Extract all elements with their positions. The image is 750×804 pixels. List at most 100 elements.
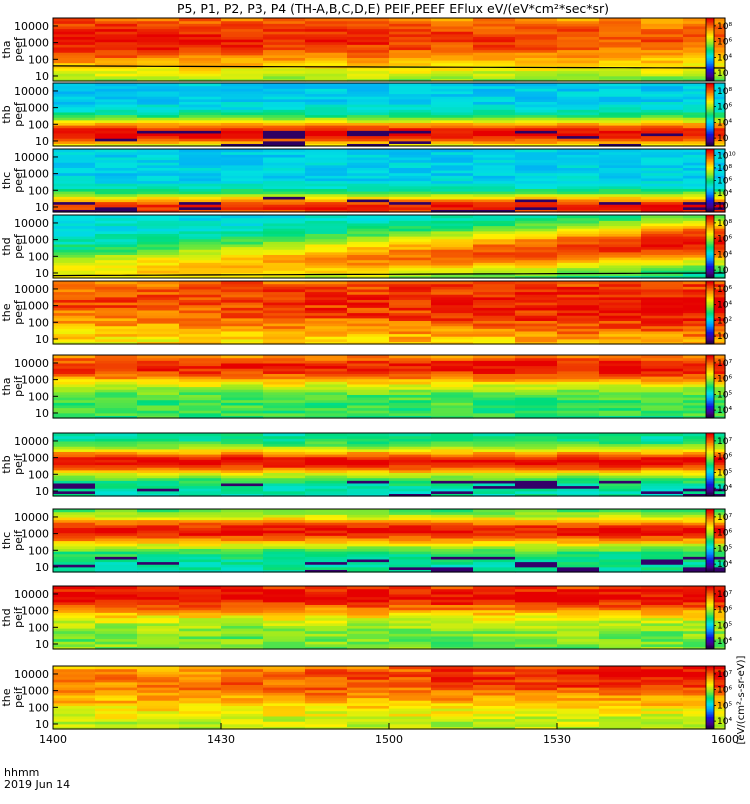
spectrogram-cell xyxy=(473,407,516,411)
spectrogram-cell xyxy=(305,633,348,637)
spectrogram-cell xyxy=(305,718,348,722)
spectrogram-cell xyxy=(263,196,306,200)
spectrogram-cell xyxy=(641,175,684,179)
spectrogram-cell xyxy=(431,62,474,66)
spectrogram-cell xyxy=(515,185,558,189)
spectrogram-cell xyxy=(53,330,96,335)
colorbar-segment xyxy=(706,226,714,229)
spectrogram-cell xyxy=(473,111,516,116)
spectrogram-cell xyxy=(431,713,474,717)
spectrogram-cell xyxy=(305,236,348,240)
colorbar-segment xyxy=(706,642,714,645)
spectrogram-cell xyxy=(263,689,306,693)
spectrogram-cell xyxy=(683,206,726,210)
spectrogram-cell xyxy=(683,135,726,139)
spectrogram-cell xyxy=(347,217,390,221)
spectrogram-cell xyxy=(599,553,642,557)
spectrogram-cell xyxy=(221,236,264,240)
spectrogram-cell xyxy=(95,435,138,439)
spectrogram-cell xyxy=(179,167,222,171)
spectrogram-cell xyxy=(431,46,474,51)
colorbar-segment xyxy=(706,724,714,727)
spectrogram-cell xyxy=(683,620,726,624)
colorbar-segment xyxy=(706,694,714,697)
y-tick-label: 1000 xyxy=(21,168,49,181)
spectrogram-cell xyxy=(137,443,180,447)
spectrogram-cell xyxy=(389,217,432,221)
colorbar-segment xyxy=(706,386,714,389)
spectrogram-cell xyxy=(347,389,390,393)
spectrogram-cell xyxy=(641,394,684,398)
spectrogram-cell xyxy=(515,251,558,255)
spectrogram-cell xyxy=(53,673,96,678)
colorbar-frame xyxy=(705,585,715,650)
spectrogram-cell xyxy=(179,140,222,144)
spectrogram-cell xyxy=(179,33,222,37)
spectrogram-cell xyxy=(263,671,306,675)
spectrogram-cell xyxy=(53,360,96,364)
spectrogram-cell xyxy=(557,296,600,300)
colorbar-segment xyxy=(706,188,714,191)
spectrogram-cell xyxy=(95,206,138,210)
colorbar-segment xyxy=(706,295,714,298)
spectrogram-cell xyxy=(179,612,222,616)
colorbar-segment xyxy=(706,492,714,495)
spectrogram-cell xyxy=(431,456,474,460)
colorbar-segment xyxy=(706,378,714,381)
spectrogram-cell xyxy=(263,62,306,66)
spectrogram-cell xyxy=(305,307,348,311)
spectrogram-cell xyxy=(53,435,96,439)
spectrogram-cell xyxy=(305,378,348,382)
spectrogram-cell xyxy=(389,275,432,279)
spectrogram-cell xyxy=(95,638,138,642)
spectrogram-cell xyxy=(641,188,684,192)
spectrogram-cell xyxy=(557,527,600,531)
colorbar-segment xyxy=(706,314,714,317)
spectrogram-cell xyxy=(389,404,432,409)
spectrogram-cell xyxy=(683,23,726,27)
spectrogram-cell xyxy=(347,228,390,232)
spectrogram-cell xyxy=(473,448,516,452)
spectrogram-cell xyxy=(389,469,432,473)
spectrogram-cell xyxy=(557,302,600,306)
spectrogram-cell xyxy=(557,461,600,466)
spectrogram-cell xyxy=(599,325,642,329)
spectrogram-cell xyxy=(137,241,180,245)
spectrogram-cell xyxy=(641,620,684,624)
spectrogram-cell xyxy=(599,630,642,634)
spectrogram-cell xyxy=(431,617,474,621)
spectrogram-cell xyxy=(347,548,390,552)
spectrogram-cell xyxy=(431,527,474,531)
spectrogram-cell xyxy=(389,83,432,87)
spectrogram-cell xyxy=(95,275,138,279)
spectrogram-cell xyxy=(179,151,222,155)
spectrogram-cell xyxy=(263,591,306,595)
spectrogram-cell xyxy=(137,172,180,176)
spectrogram-cell xyxy=(515,548,558,552)
spectrogram-cell xyxy=(53,713,96,717)
spectrogram-cell xyxy=(221,78,264,82)
spectrogram-cell xyxy=(599,694,642,699)
spectrogram-cell xyxy=(515,241,558,245)
spectrogram-cell xyxy=(95,78,138,82)
spectrogram-cell xyxy=(95,490,138,494)
spectrogram-cell xyxy=(557,459,600,463)
spectrogram-cell xyxy=(599,480,642,484)
spectrogram-cell xyxy=(305,459,348,463)
spectrogram-cell xyxy=(473,85,516,89)
spectrogram-cell xyxy=(53,149,96,153)
spectrogram-cell xyxy=(641,410,684,414)
colorbar-segment xyxy=(706,216,714,219)
spectrogram-cell xyxy=(599,246,642,250)
spectrogram-cell xyxy=(683,228,726,232)
spectrogram-cell xyxy=(389,459,432,463)
spectrogram-cell xyxy=(137,57,180,61)
colorbar-segment xyxy=(706,276,714,279)
spectrogram-cell xyxy=(263,451,306,455)
spectrogram-cell xyxy=(389,304,432,308)
spectrogram-cell xyxy=(305,270,348,274)
spectrogram-cell xyxy=(347,553,390,557)
spectrogram-cell xyxy=(179,643,222,647)
spectrogram-cell xyxy=(599,106,642,110)
